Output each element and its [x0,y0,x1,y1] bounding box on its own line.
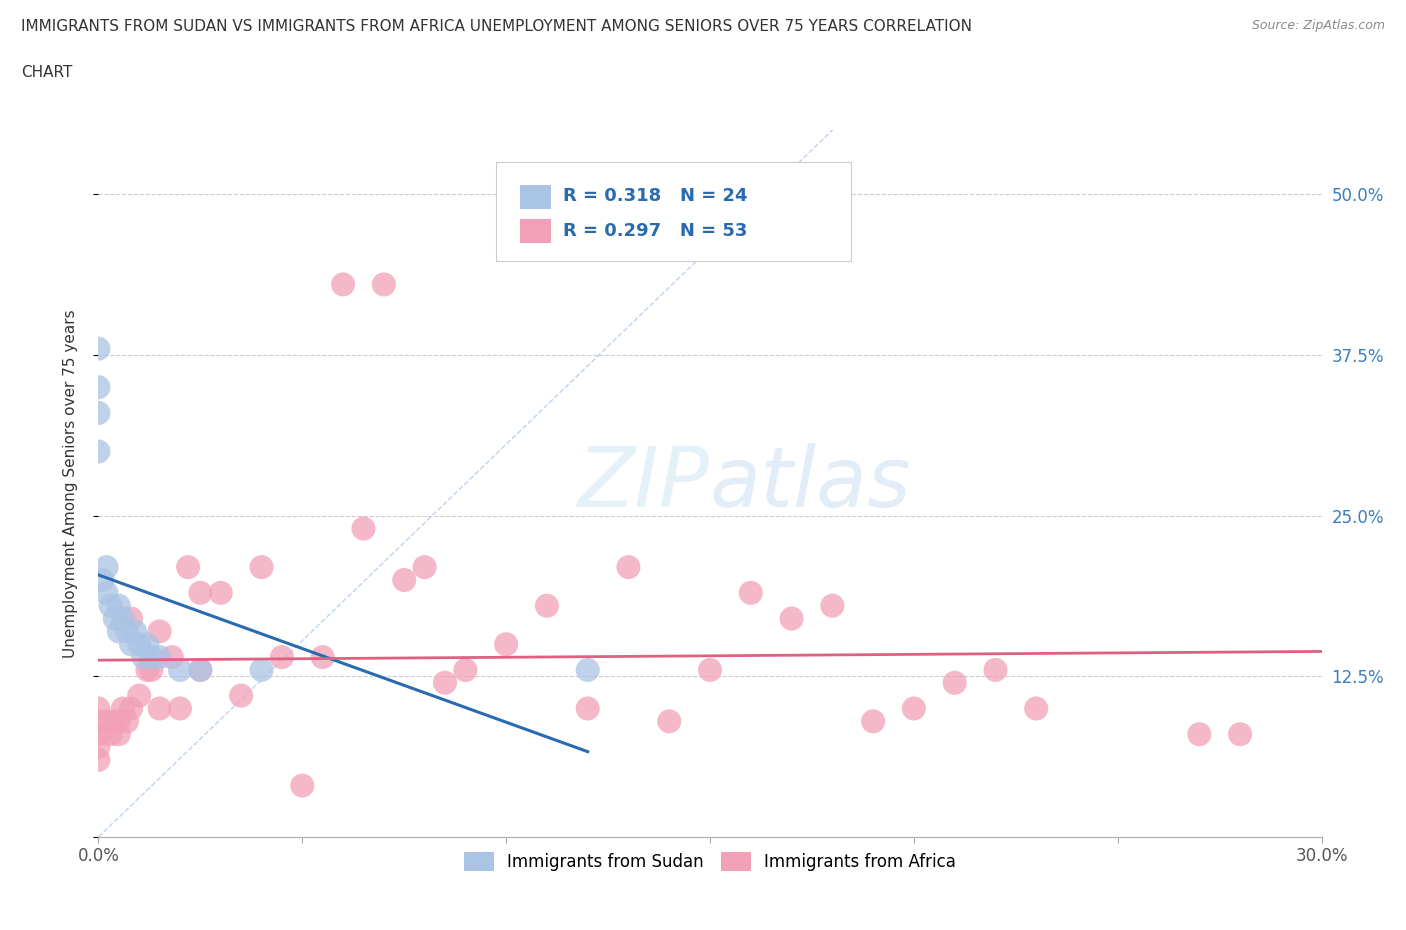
Point [250,560,273,575]
Point [177,560,200,575]
Point [87,444,110,458]
Point [1025,701,1047,716]
Point [312,650,335,665]
Point [169,662,191,677]
FancyBboxPatch shape [520,185,551,209]
Point [87,341,110,356]
Point [141,662,163,677]
Point [108,624,131,639]
Point [108,714,131,729]
Text: IMMIGRANTS FROM SUDAN VS IMMIGRANTS FROM AFRICA UNEMPLOYMENT AMONG SENIORS OVER : IMMIGRANTS FROM SUDAN VS IMMIGRANTS FROM… [21,19,972,33]
Point [96,714,118,729]
Point [699,662,721,677]
Text: R = 0.318   N = 24: R = 0.318 N = 24 [564,187,748,205]
Point [984,662,1007,677]
Point [903,701,925,716]
Point [862,714,884,729]
Text: atlas: atlas [710,443,911,525]
Point [120,701,142,716]
Point [658,714,681,729]
Point [115,714,138,729]
Point [780,611,803,626]
Point [1229,726,1251,741]
Point [821,598,844,613]
Point [352,521,374,536]
Point [111,701,134,716]
FancyBboxPatch shape [496,162,851,261]
Point [96,585,118,600]
Point [132,650,155,665]
Point [943,675,966,690]
Point [87,379,110,394]
Point [100,598,122,613]
Point [115,624,138,639]
Point [104,714,127,729]
Point [188,662,212,677]
Point [104,611,127,626]
Point [434,675,457,690]
Point [1188,726,1211,741]
Point [124,624,146,639]
Point [87,714,110,729]
Point [120,611,142,626]
Point [160,650,183,665]
Point [188,662,212,677]
Text: CHART: CHART [21,65,73,80]
Point [250,662,273,677]
Point [495,637,517,652]
FancyBboxPatch shape [520,219,551,244]
Point [91,573,114,588]
Point [270,650,294,665]
Point [392,573,416,588]
Point [108,598,131,613]
Text: Source: ZipAtlas.com: Source: ZipAtlas.com [1251,19,1385,32]
Y-axis label: Unemployment Among Seniors over 75 years: Unemployment Among Seniors over 75 years [63,310,77,658]
Point [413,560,436,575]
Point [87,405,110,420]
Text: R = 0.297   N = 53: R = 0.297 N = 53 [564,221,748,240]
Point [87,752,110,767]
Point [209,585,232,600]
Legend: Immigrants from Sudan, Immigrants from Africa: Immigrants from Sudan, Immigrants from A… [457,845,963,878]
Point [149,701,172,716]
Point [128,637,150,652]
Point [188,585,212,600]
Point [141,650,163,665]
Point [332,277,354,292]
Point [87,701,110,716]
Point [128,688,150,703]
Point [120,637,142,652]
Point [149,650,172,665]
Point [291,778,314,793]
Point [454,662,477,677]
Point [617,560,640,575]
Point [108,726,131,741]
Point [87,726,110,741]
Point [87,739,110,754]
Point [576,662,599,677]
Point [96,560,118,575]
Point [740,585,762,600]
Point [111,611,134,626]
Text: ZIP: ZIP [578,443,710,525]
Point [576,701,599,716]
Point [169,701,191,716]
Point [373,277,395,292]
Point [536,598,558,613]
Point [231,688,253,703]
Point [136,662,159,677]
Point [136,637,159,652]
Point [149,624,172,639]
Point [100,726,122,741]
